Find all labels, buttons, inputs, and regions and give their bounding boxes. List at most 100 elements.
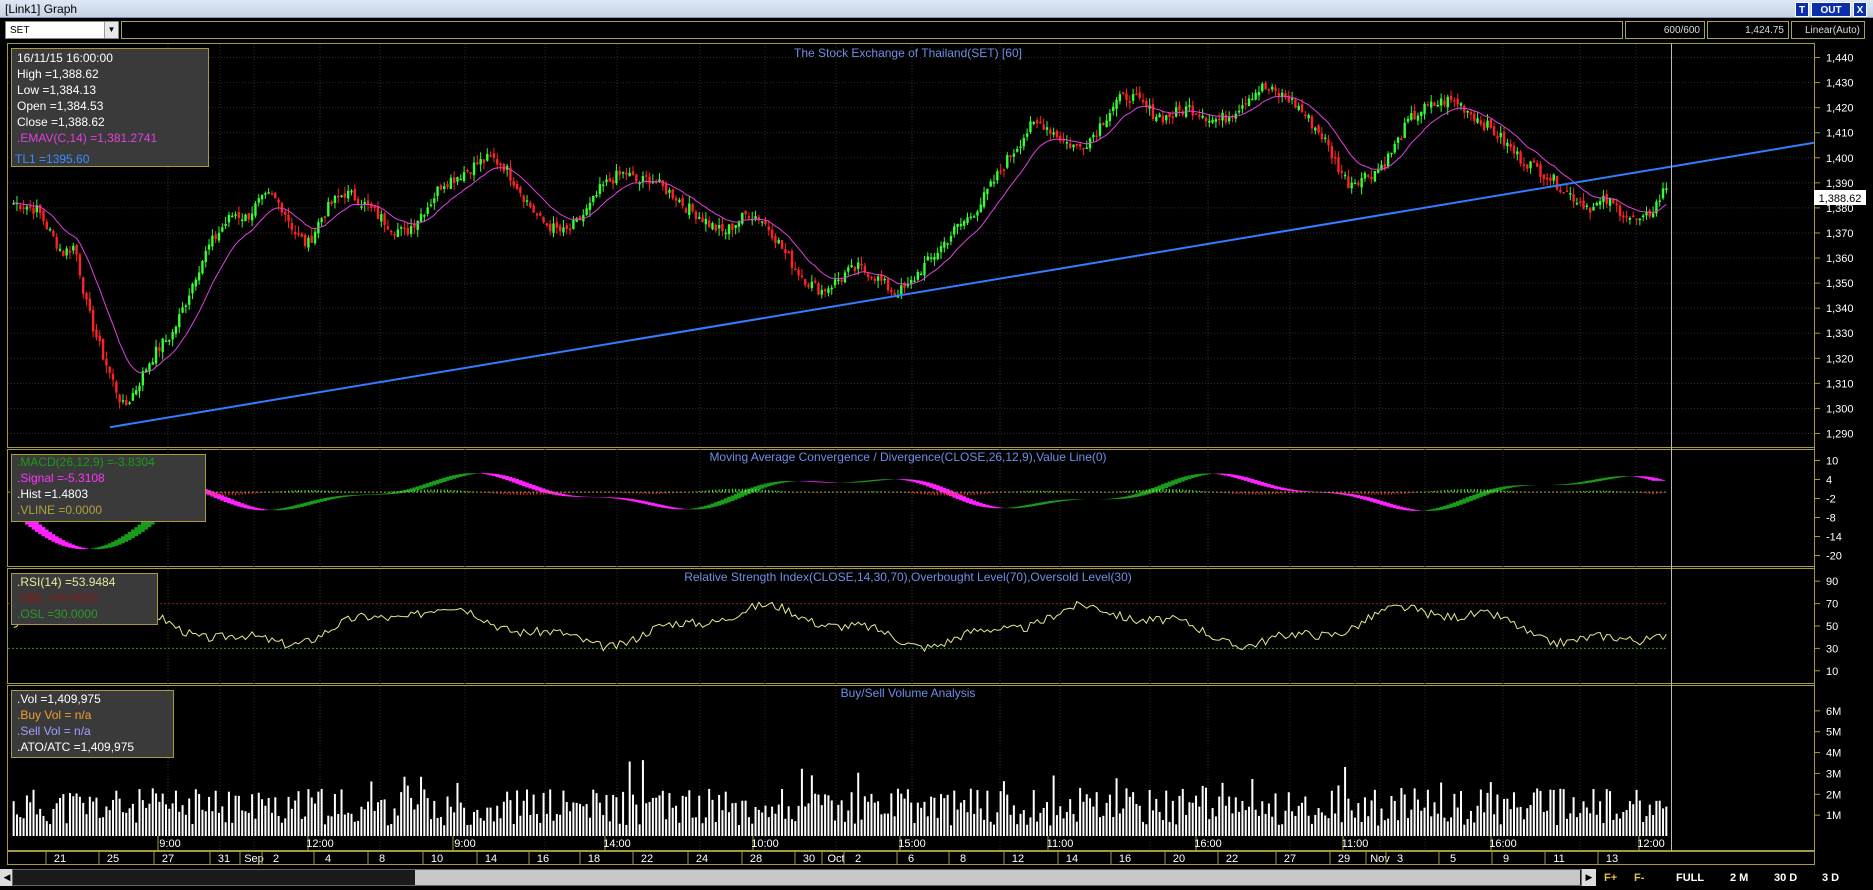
scroll-left-arrow-icon[interactable]: ◀ bbox=[0, 869, 14, 886]
rsi-series bbox=[8, 600, 1668, 653]
candle-body bbox=[558, 225, 562, 232]
x-date-label: 31 bbox=[218, 853, 230, 865]
info-low: Low =1,384.13 bbox=[17, 83, 96, 97]
candle-body bbox=[638, 182, 641, 185]
candle-body bbox=[641, 176, 645, 183]
candle-body bbox=[804, 278, 807, 285]
candle-body bbox=[297, 233, 300, 235]
candle-body bbox=[1516, 151, 1519, 155]
candle-body bbox=[760, 221, 764, 223]
candle-body bbox=[857, 262, 860, 269]
candle-body bbox=[1324, 137, 1327, 140]
candle-body bbox=[578, 216, 582, 221]
candle-body bbox=[1492, 126, 1496, 136]
candle-body bbox=[174, 326, 178, 334]
candle-body bbox=[356, 198, 360, 206]
scroll-thumb[interactable] bbox=[415, 870, 1580, 885]
candle-body bbox=[327, 201, 330, 217]
chart-area[interactable]: The Stock Exchange of Thailand(SET) [60]… bbox=[0, 0, 1873, 866]
candle-body bbox=[727, 224, 731, 235]
candle-body bbox=[1622, 215, 1625, 218]
candle-body bbox=[489, 155, 492, 157]
candle-body bbox=[1585, 205, 1589, 208]
zoom-in-icon[interactable]: F+ bbox=[1604, 872, 1618, 884]
info-emav: .EMAV(C,14) =1,381.2741 bbox=[17, 131, 158, 145]
y-tick-label: 10 bbox=[1826, 666, 1838, 678]
info-vline: .VLINE =0.0000 bbox=[17, 503, 102, 517]
symbol-select[interactable]: SET ▼ bbox=[5, 21, 119, 39]
candle-body bbox=[1559, 189, 1562, 193]
macd-series bbox=[8, 473, 1668, 550]
candle-body bbox=[1224, 115, 1228, 123]
candle-body bbox=[873, 278, 876, 282]
info-buy-vol: .Buy Vol = n/a bbox=[17, 708, 92, 722]
candle-body bbox=[393, 234, 396, 236]
candle-body bbox=[1502, 132, 1506, 146]
candle-body bbox=[1049, 129, 1052, 134]
candle-body bbox=[631, 171, 635, 176]
candle-body bbox=[592, 195, 595, 202]
y-tick-label: 1,400 bbox=[1826, 153, 1854, 165]
candle-body bbox=[684, 208, 688, 213]
candle-body bbox=[674, 197, 678, 201]
zoom-2m-button[interactable]: 2 M bbox=[1730, 872, 1749, 884]
x-date-label: 6 bbox=[908, 853, 914, 865]
close-button[interactable]: X bbox=[1853, 2, 1867, 17]
candle-body bbox=[1247, 98, 1251, 106]
zoom-3d-button[interactable]: 3 D bbox=[1822, 872, 1840, 884]
t-button[interactable]: T bbox=[1795, 2, 1809, 17]
candle-body bbox=[910, 279, 913, 285]
candle-body bbox=[88, 298, 92, 311]
candle-body bbox=[549, 223, 552, 232]
candle-body bbox=[370, 203, 373, 209]
candle-body bbox=[496, 159, 499, 165]
candle-body bbox=[1128, 101, 1131, 103]
candle-body bbox=[184, 305, 188, 307]
candle-body bbox=[780, 240, 784, 249]
zoom-out-icon[interactable]: F- bbox=[1634, 872, 1645, 884]
candle-body bbox=[1608, 198, 1612, 206]
candle-body bbox=[1165, 115, 1168, 121]
scroll-right-arrow-icon[interactable]: ▶ bbox=[1582, 869, 1596, 886]
candle-body bbox=[1486, 120, 1489, 128]
candle-body bbox=[1628, 217, 1632, 220]
candle-body bbox=[522, 195, 525, 203]
volume-panel-title: Buy/Sell Volume Analysis bbox=[841, 686, 976, 700]
candle-body bbox=[1416, 115, 1420, 121]
grid bbox=[8, 44, 1814, 850]
x-time-label: 16:00 bbox=[1194, 838, 1222, 850]
price-panel-frame bbox=[7, 43, 1815, 448]
candle-body bbox=[1307, 114, 1310, 119]
x-date-label: 25 bbox=[107, 853, 119, 865]
chevron-down-icon[interactable]: ▼ bbox=[104, 22, 118, 38]
candle-body bbox=[1337, 157, 1340, 173]
candle-body bbox=[767, 226, 770, 231]
candle-body bbox=[1052, 132, 1055, 135]
out-button[interactable]: OUT bbox=[1811, 2, 1851, 17]
candle-body bbox=[651, 181, 655, 184]
candle-body bbox=[1267, 89, 1271, 91]
candle-body bbox=[1310, 116, 1314, 129]
candle-body bbox=[1244, 103, 1247, 105]
candle-body bbox=[893, 293, 896, 296]
candle-body bbox=[254, 203, 257, 216]
candle-body bbox=[1208, 120, 1211, 123]
candle-body bbox=[250, 213, 254, 221]
candle-body bbox=[926, 256, 929, 261]
candle-body bbox=[38, 204, 42, 213]
zoom-30d-button[interactable]: 30 D bbox=[1774, 872, 1798, 884]
candle-body bbox=[98, 335, 101, 342]
x-date-label: 13 bbox=[1606, 853, 1618, 865]
candle-body bbox=[1549, 177, 1552, 181]
candle-body bbox=[1065, 142, 1069, 144]
candle-body bbox=[1095, 135, 1098, 138]
candle-body bbox=[1019, 146, 1022, 149]
candle-body bbox=[790, 250, 794, 269]
scale-mode[interactable]: Linear(Auto) bbox=[1791, 21, 1865, 39]
candle-body bbox=[343, 193, 347, 198]
candle-body bbox=[15, 202, 19, 205]
zoom-full-button[interactable]: FULL bbox=[1676, 872, 1705, 884]
x-date-label: 27 bbox=[1284, 853, 1296, 865]
x-date-label: 10 bbox=[431, 853, 443, 865]
macd-info-box: .MACD(26,12,9) =-3.8304 .Signal =-5.3108… bbox=[11, 454, 206, 522]
